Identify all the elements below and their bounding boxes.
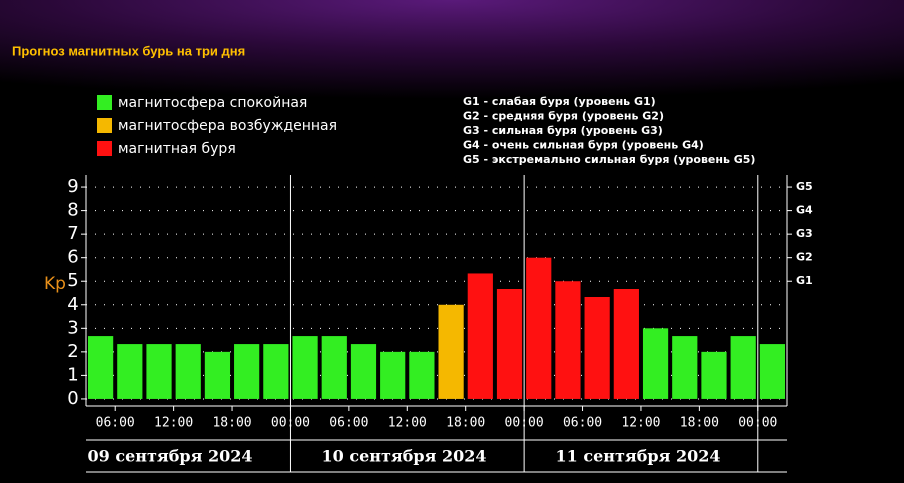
legend-swatch xyxy=(97,141,112,156)
y-tick-label: 6 xyxy=(67,247,78,268)
bar xyxy=(350,344,377,399)
bar xyxy=(759,344,785,399)
bar xyxy=(321,336,347,399)
x-tick-label: 12:00 xyxy=(621,416,660,431)
legend-label: магнитная буря xyxy=(118,141,236,157)
y2-tick-label: G1 xyxy=(796,274,813,287)
bar xyxy=(409,351,435,399)
bar xyxy=(496,288,523,399)
x-tick-label: 12:00 xyxy=(388,416,427,431)
x-tick-label: 12:00 xyxy=(154,416,193,431)
x-tick-label: 00:00 xyxy=(505,416,544,431)
bar xyxy=(292,336,318,399)
bar xyxy=(146,344,172,399)
bar xyxy=(263,344,289,399)
y-tick-label: 0 xyxy=(67,388,78,409)
legend-swatch xyxy=(97,118,112,133)
g-note: G2 - средняя буря (уровень G2) xyxy=(463,110,664,123)
y-tick-label: 9 xyxy=(67,176,78,197)
y-axis-label: Kp xyxy=(44,274,66,294)
y-tick-label: 8 xyxy=(67,200,78,221)
x-tick-label: 06:00 xyxy=(96,416,135,431)
y-tick-label: 1 xyxy=(67,364,78,385)
g-note: G1 - слабая буря (уровень G1) xyxy=(463,95,656,108)
bar xyxy=(701,351,727,399)
legend-swatch xyxy=(97,95,112,110)
bar xyxy=(88,336,114,399)
g-note: G4 - очень сильная буря (уровень G4) xyxy=(463,139,704,152)
bar xyxy=(584,297,610,399)
date-label: 11 сентября 2024 xyxy=(556,447,721,466)
g-note: G5 - экстремально сильная буря (уровень … xyxy=(463,153,755,166)
bar xyxy=(234,344,260,399)
bar xyxy=(175,344,201,399)
bar xyxy=(642,328,669,399)
bar xyxy=(730,336,756,399)
y-tick-label: 7 xyxy=(67,223,78,244)
x-tick-label: 06:00 xyxy=(563,416,602,431)
bar xyxy=(467,273,493,399)
x-tick-label: 00:00 xyxy=(271,416,310,431)
y-tick-label: 3 xyxy=(67,317,78,338)
bar xyxy=(526,257,552,399)
y2-tick-label: G5 xyxy=(796,180,813,193)
x-tick-label: 00:00 xyxy=(738,416,777,431)
y-tick-label: 5 xyxy=(67,270,78,291)
g-note: G3 - сильная буря (уровень G3) xyxy=(463,124,663,137)
title: Прогноз магнитных бурь на три дня xyxy=(12,43,245,58)
x-tick-label: 18:00 xyxy=(446,416,485,431)
bar xyxy=(204,351,231,399)
bar xyxy=(117,344,143,399)
x-tick-label: 06:00 xyxy=(329,416,368,431)
bar xyxy=(555,281,581,399)
y2-tick-label: G2 xyxy=(796,251,813,264)
nebula xyxy=(0,0,904,110)
y-tick-label: 4 xyxy=(67,294,78,315)
x-tick-label: 18:00 xyxy=(212,416,251,431)
bar xyxy=(672,336,698,399)
date-label: 09 сентября 2024 xyxy=(88,447,253,466)
date-label: 10 сентября 2024 xyxy=(322,447,487,466)
bar xyxy=(613,288,639,399)
legend-label: магнитосфера спокойная xyxy=(118,95,307,111)
bar xyxy=(438,304,464,399)
y-tick-label: 2 xyxy=(67,341,78,362)
legend-label: магнитосфера возбужденная xyxy=(118,118,337,134)
y2-tick-label: G3 xyxy=(796,227,813,240)
bar xyxy=(380,351,406,399)
y2-tick-label: G4 xyxy=(796,204,813,217)
x-tick-label: 18:00 xyxy=(680,416,719,431)
